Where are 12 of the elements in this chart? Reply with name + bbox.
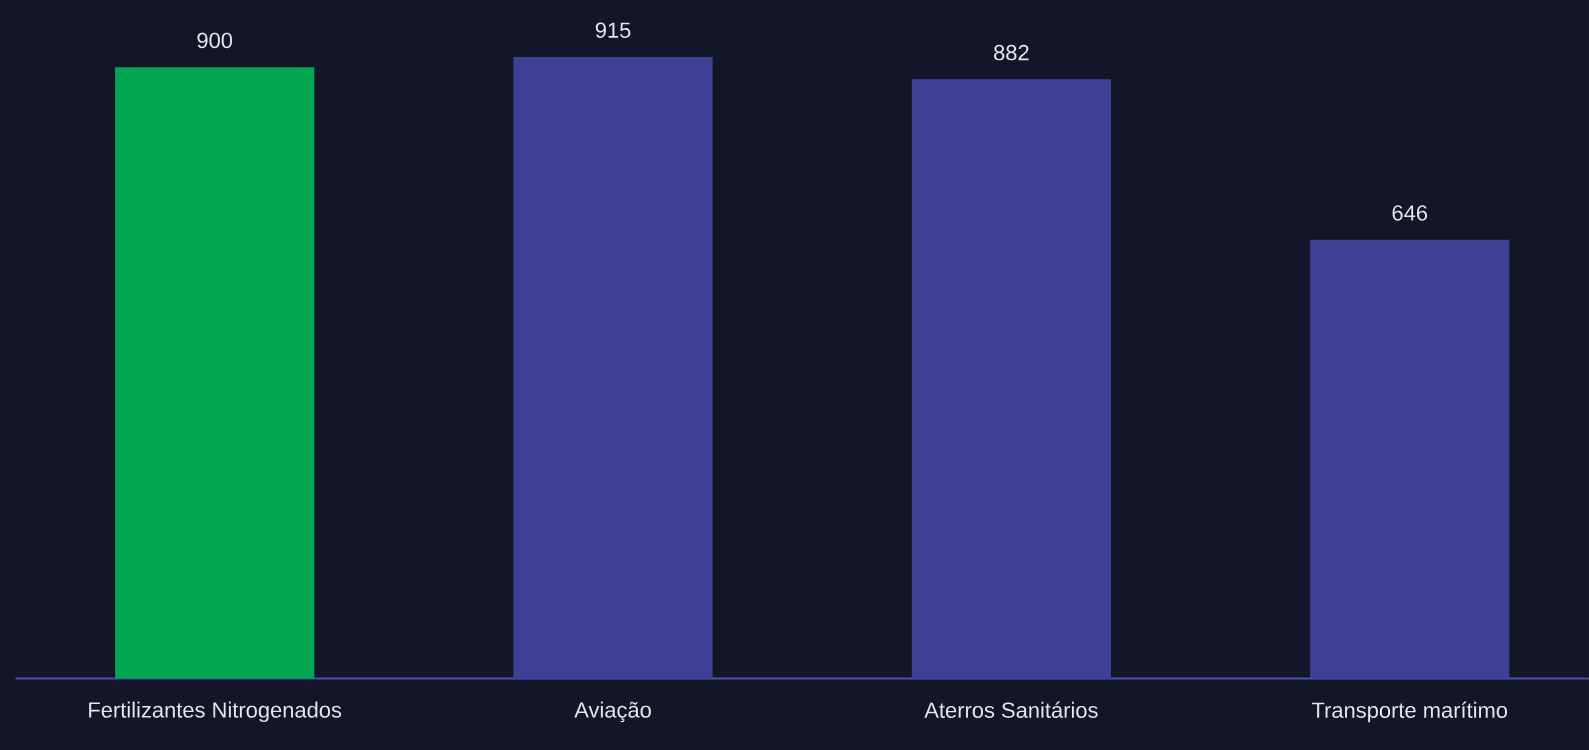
data-label: 646	[1392, 205, 1428, 221]
x-tick-label: Aviação	[574, 701, 651, 722]
x-tick-label: Transporte marítimo	[1311, 701, 1508, 723]
x-tick-label: Aterros Sanitários	[924, 701, 1098, 718]
x-tick-label: Fertilizantes Nitrogenados	[89, 701, 342, 722]
bar	[513, 56, 713, 679]
data-label: 882	[994, 44, 1029, 61]
data-label: 915	[595, 22, 631, 38]
bar	[911, 79, 1111, 679]
bar	[1310, 239, 1510, 679]
data-label: 900	[197, 32, 233, 48]
bar	[115, 66, 315, 679]
